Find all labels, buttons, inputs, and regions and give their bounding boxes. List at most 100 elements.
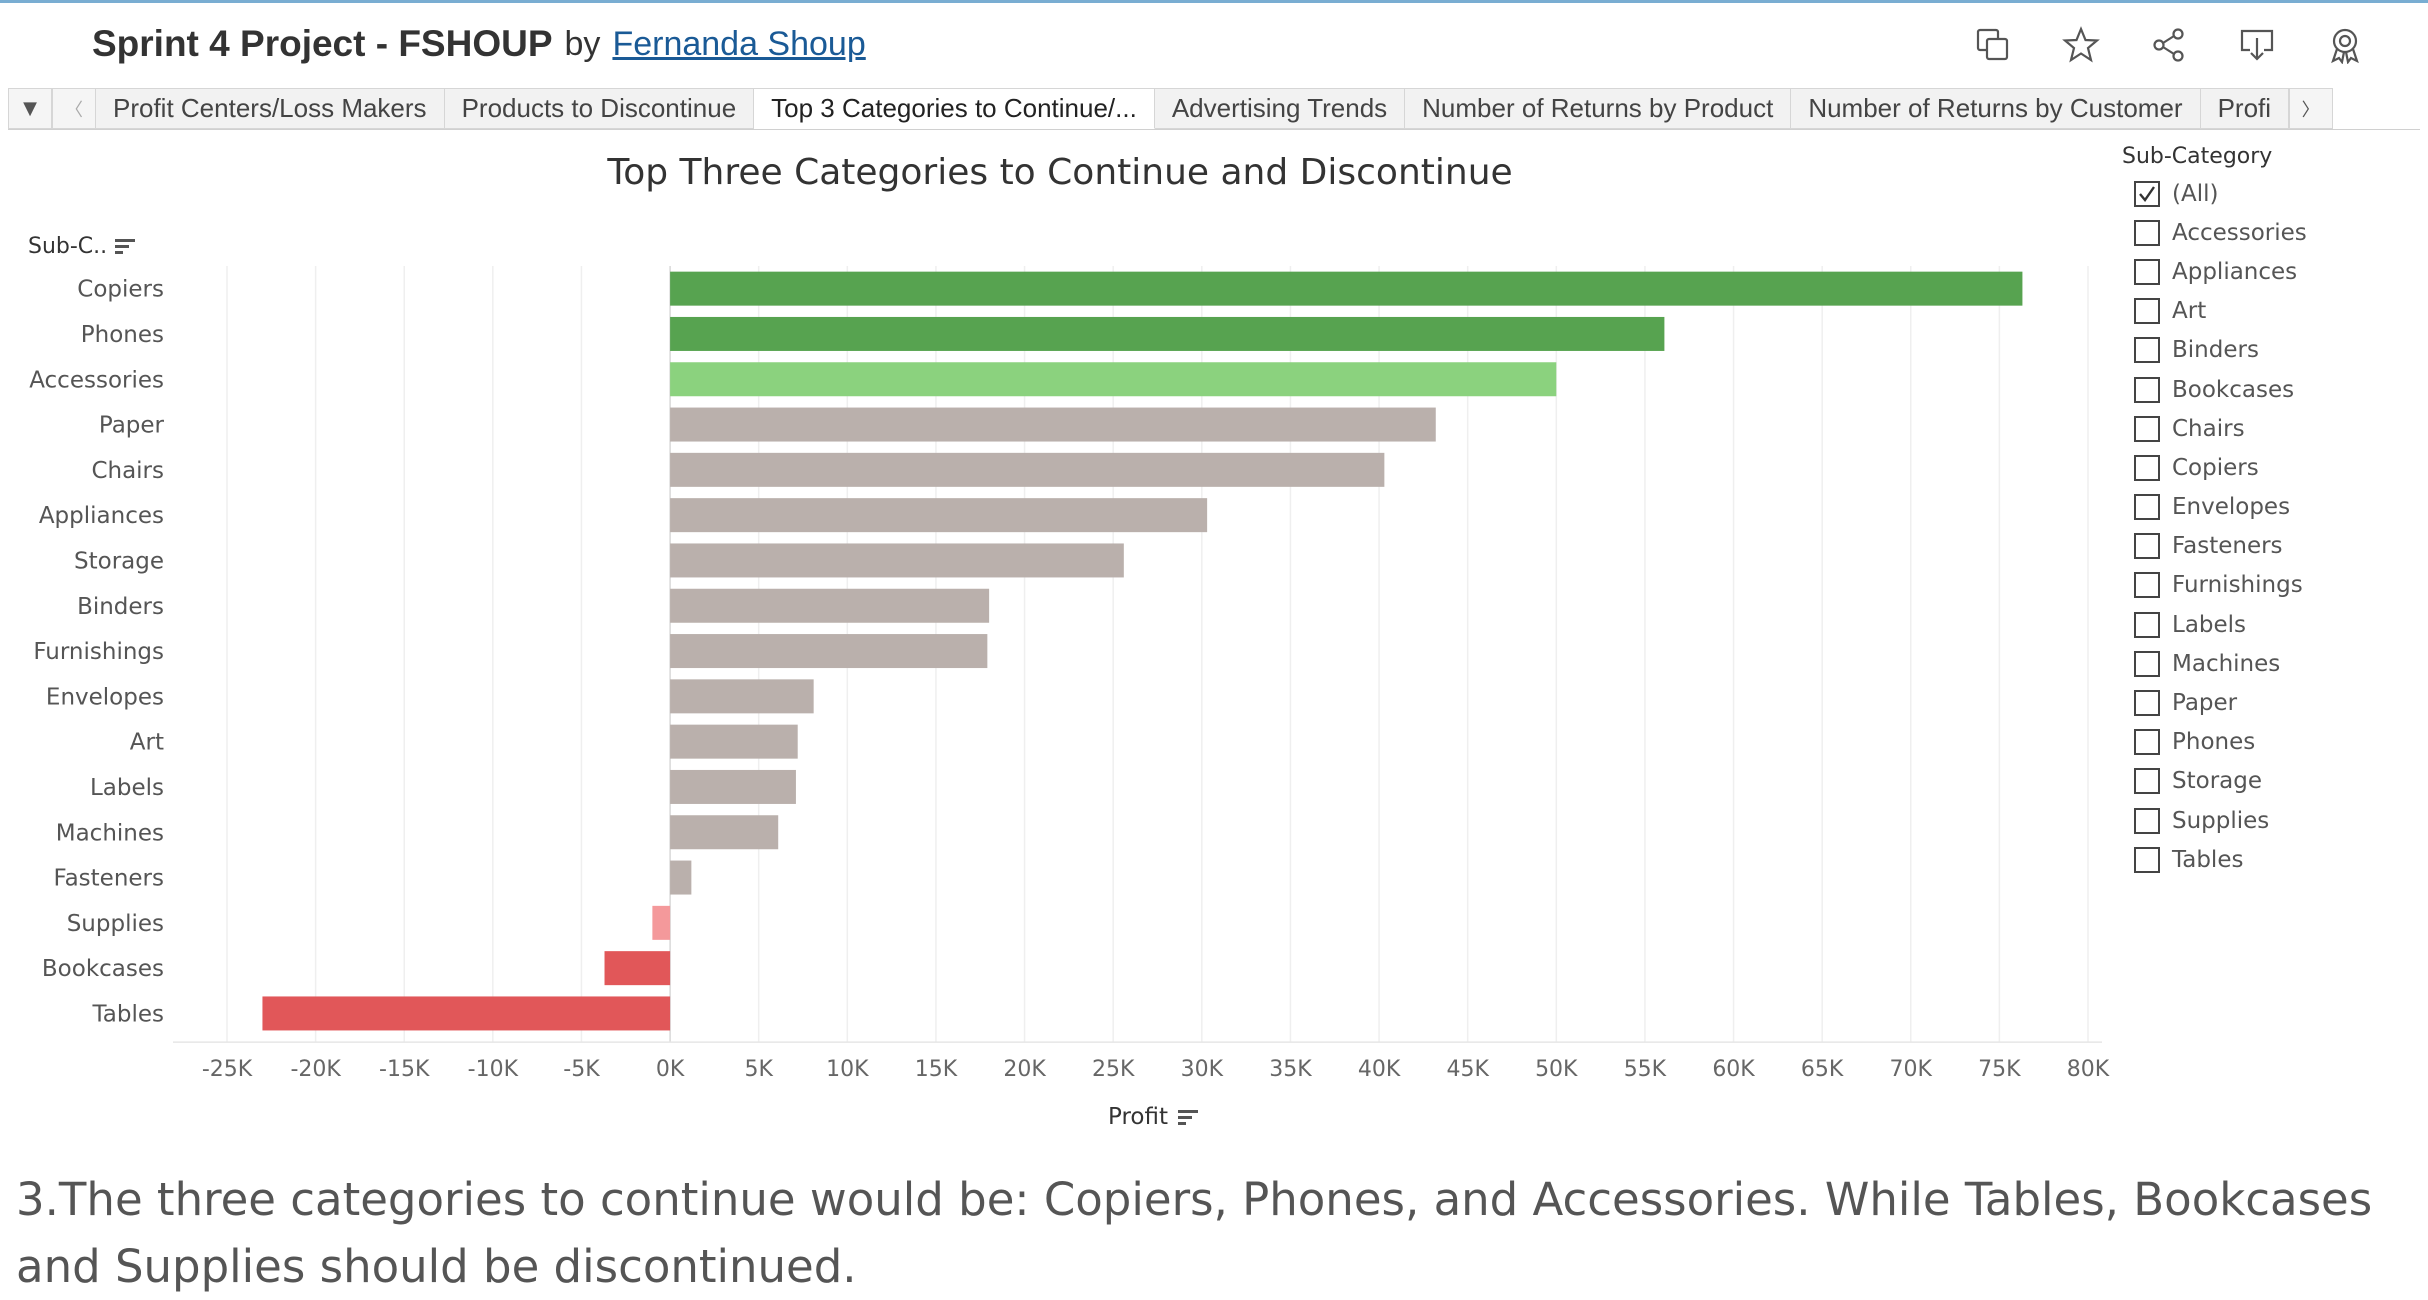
bar-chairs[interactable]: [670, 452, 1385, 487]
bar-binders[interactable]: [670, 588, 990, 623]
share-icon: [2153, 28, 2184, 62]
tab-profit-partial[interactable]: Profi: [2200, 88, 2289, 129]
bar-copiers[interactable]: [670, 271, 2023, 306]
y-tick-label: Chairs: [91, 458, 164, 484]
x-tick-label: 75K: [1978, 1057, 2021, 1082]
bar-appliances[interactable]: [670, 498, 1208, 533]
bar-bookcases[interactable]: [604, 951, 671, 986]
y-tick-label: Labels: [90, 775, 164, 801]
checkbox[interactable]: [2134, 258, 2160, 285]
x-tick-label: -10K: [468, 1057, 519, 1082]
tab-top-3-categories[interactable]: Top 3 Categories to Continue/...: [754, 88, 1155, 129]
filter-item-envelopes[interactable]: Envelopes: [2122, 488, 2412, 527]
filter-item-label: Storage: [2172, 768, 2262, 795]
tabs-menu-button[interactable]: ▼: [8, 88, 52, 129]
checkbox[interactable]: [2134, 415, 2160, 442]
filter-item-binders[interactable]: Binders: [2122, 331, 2412, 370]
checkbox[interactable]: [2134, 807, 2160, 834]
checkbox[interactable]: [2134, 219, 2160, 246]
download-button[interactable]: [2234, 22, 2280, 68]
checkbox[interactable]: [2134, 533, 2160, 560]
checkbox[interactable]: [2134, 768, 2160, 795]
badge-icon: [2331, 28, 2359, 64]
filter-item-label: Copiers: [2172, 454, 2259, 481]
bar-phones[interactable]: [670, 316, 1665, 351]
tab-returns-by-customer[interactable]: Number of Returns by Customer: [1791, 88, 2201, 129]
filter-item-appliances[interactable]: Appliances: [2122, 252, 2412, 291]
sort-icon[interactable]: [1178, 1109, 1198, 1125]
checkbox[interactable]: [2134, 376, 2160, 403]
x-tick-label: -25K: [202, 1057, 253, 1082]
chevron-left-icon: 〈: [65, 99, 83, 121]
bar-machines[interactable]: [670, 815, 779, 850]
x-tick-label: 65K: [1801, 1057, 1844, 1082]
checkbox[interactable]: [2134, 298, 2160, 325]
filter-item-supplies[interactable]: Supplies: [2122, 801, 2412, 840]
favorite-button[interactable]: [2058, 22, 2104, 68]
bar-accessories[interactable]: [670, 362, 1557, 397]
filter-item-phones[interactable]: Phones: [2122, 723, 2412, 762]
bar-tables[interactable]: [262, 996, 671, 1031]
filter-item-label: Labels: [2172, 611, 2247, 638]
caret-down-icon: ▼: [23, 98, 37, 119]
filter-item-tables[interactable]: Tables: [2122, 840, 2412, 879]
filter-item-copiers[interactable]: Copiers: [2122, 448, 2412, 487]
filter-item-label: Accessories: [2172, 219, 2307, 246]
bar-labels[interactable]: [670, 769, 796, 804]
y-tick-label: Fasteners: [53, 866, 164, 892]
checkbox[interactable]: [2134, 454, 2160, 481]
x-axis-title: Profit: [1108, 1104, 1168, 1130]
checkbox[interactable]: [2134, 846, 2160, 873]
filter-item-all[interactable]: (All): [2122, 174, 2412, 213]
filter-item-machines[interactable]: Machines: [2122, 644, 2412, 683]
filter-item-accessories[interactable]: Accessories: [2122, 213, 2412, 252]
x-tick-label: 70K: [1890, 1057, 1933, 1082]
filter-item-fasteners[interactable]: Fasteners: [2122, 527, 2412, 566]
toolbar: [1970, 20, 2368, 70]
x-tick-label: 35K: [1269, 1057, 1312, 1082]
bar-art[interactable]: [670, 724, 798, 759]
checkbox[interactable]: [2134, 611, 2160, 638]
filter-item-chairs[interactable]: Chairs: [2122, 409, 2412, 448]
x-tick-label: 50K: [1535, 1057, 1578, 1082]
filter-item-label: Machines: [2172, 650, 2281, 677]
checkbox[interactable]: [2134, 572, 2160, 599]
y-tick-label: Copiers: [77, 277, 164, 303]
filter-item-label: Furnishings: [2172, 572, 2303, 599]
checkbox[interactable]: [2134, 180, 2160, 207]
tab-advertising-trends[interactable]: Advertising Trends: [1154, 88, 1406, 129]
tabs-next-button[interactable]: 〉: [2288, 88, 2333, 129]
sheet-tabs: ▼ 〈 Profit Centers/Loss Makers Products …: [8, 88, 2420, 130]
share-button[interactable]: [2146, 22, 2192, 68]
checkbox[interactable]: [2134, 337, 2160, 364]
filter-item-furnishings[interactable]: Furnishings: [2122, 566, 2412, 605]
copy-button[interactable]: [1970, 22, 2016, 68]
y-tick-label: Tables: [92, 1001, 164, 1027]
bar-supplies[interactable]: [652, 905, 671, 940]
bar-envelopes[interactable]: [670, 679, 814, 714]
checkbox[interactable]: [2134, 690, 2160, 717]
checkbox[interactable]: [2134, 494, 2160, 521]
filter-item-art[interactable]: Art: [2122, 292, 2412, 331]
checkmark-icon: [2139, 185, 2155, 202]
filter-item-labels[interactable]: Labels: [2122, 605, 2412, 644]
sort-icon[interactable]: [115, 239, 136, 254]
y-tick-label: Paper: [99, 413, 165, 439]
tab-returns-by-product[interactable]: Number of Returns by Product: [1405, 88, 1792, 129]
bar-paper[interactable]: [670, 407, 1436, 442]
tabs-prev-button[interactable]: 〈: [52, 88, 96, 129]
checkbox[interactable]: [2134, 650, 2160, 677]
metrics-button[interactable]: [2322, 22, 2368, 68]
filter-item-paper[interactable]: Paper: [2122, 683, 2412, 722]
tab-profit-centers[interactable]: Profit Centers/Loss Makers: [96, 88, 445, 129]
bar-furnishings[interactable]: [670, 634, 988, 669]
bar-fasteners[interactable]: [670, 860, 692, 895]
filter-item-storage[interactable]: Storage: [2122, 762, 2412, 801]
x-tick-label: 55K: [1624, 1057, 1667, 1082]
tab-products-to-discontinue[interactable]: Products to Discontinue: [444, 88, 755, 129]
y-tick-label: Envelopes: [46, 684, 164, 710]
bar-storage[interactable]: [670, 543, 1124, 578]
author-link[interactable]: Fernanda Shoup: [612, 24, 866, 63]
filter-item-bookcases[interactable]: Bookcases: [2122, 370, 2412, 409]
checkbox[interactable]: [2134, 729, 2160, 756]
